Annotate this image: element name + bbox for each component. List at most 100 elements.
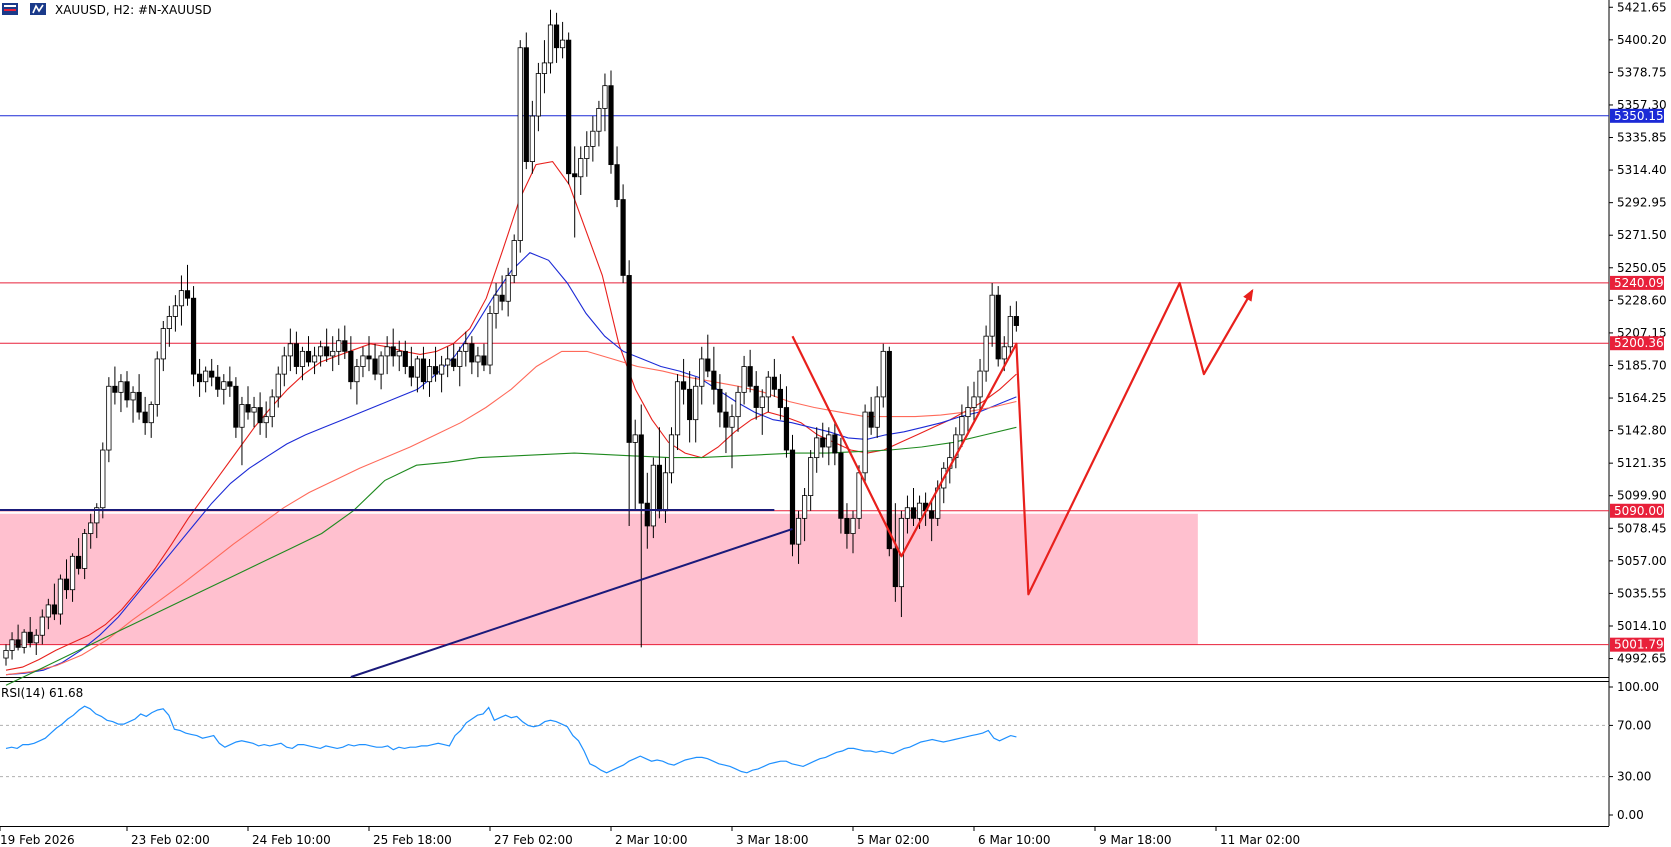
candle[interactable]: [517, 40, 523, 253]
candle[interactable]: [45, 598, 51, 630]
candle[interactable]: [765, 371, 771, 413]
candle[interactable]: [989, 283, 995, 347]
candle[interactable]: [874, 386, 880, 438]
candle[interactable]: [838, 437, 844, 534]
candle[interactable]: [620, 184, 626, 284]
candle[interactable]: [372, 343, 378, 381]
candle[interactable]: [366, 336, 372, 372]
candle[interactable]: [451, 343, 457, 372]
candle[interactable]: [523, 32, 529, 170]
symbol-icon[interactable]: [30, 3, 46, 15]
candle[interactable]: [445, 346, 451, 378]
candle[interactable]: [330, 336, 336, 372]
candle[interactable]: [880, 343, 886, 408]
candle[interactable]: [9, 632, 15, 660]
candle[interactable]: [650, 457, 656, 539]
candle[interactable]: [814, 427, 820, 473]
candle[interactable]: [1007, 305, 1013, 356]
candle[interactable]: [759, 389, 765, 435]
candle[interactable]: [76, 538, 82, 575]
candle[interactable]: [656, 427, 663, 519]
candle[interactable]: [723, 392, 729, 454]
pattern-zigzag[interactable]: [791, 281, 1254, 596]
candle[interactable]: [735, 386, 741, 432]
candle[interactable]: [160, 320, 166, 372]
candle[interactable]: [596, 100, 602, 147]
candle[interactable]: [414, 355, 421, 393]
candle[interactable]: [590, 116, 596, 162]
candle[interactable]: [299, 346, 306, 381]
candle[interactable]: [124, 371, 130, 408]
candle[interactable]: [324, 328, 330, 362]
candle[interactable]: [209, 358, 215, 387]
candle[interactable]: [729, 404, 735, 469]
candle[interactable]: [457, 346, 463, 387]
candle[interactable]: [511, 234, 517, 284]
candle[interactable]: [475, 346, 481, 378]
candle[interactable]: [317, 340, 324, 367]
candle[interactable]: [626, 260, 632, 526]
candle[interactable]: [82, 528, 88, 580]
candle[interactable]: [959, 404, 965, 447]
candle[interactable]: [239, 396, 245, 466]
candle[interactable]: [172, 295, 178, 332]
candle[interactable]: [820, 422, 826, 458]
candle[interactable]: [106, 377, 112, 463]
candle[interactable]: [868, 396, 874, 435]
candle[interactable]: [777, 374, 784, 420]
candle[interactable]: [717, 374, 723, 428]
candle[interactable]: [420, 346, 427, 390]
candle[interactable]: [378, 351, 384, 390]
candle[interactable]: [305, 336, 312, 367]
candle[interactable]: [584, 131, 590, 177]
candle[interactable]: [802, 487, 808, 542]
candle[interactable]: [995, 286, 1001, 367]
candle[interactable]: [348, 336, 354, 390]
candle[interactable]: [166, 305, 172, 347]
candle[interactable]: [21, 629, 27, 654]
candle[interactable]: [154, 351, 160, 417]
chart-type-icon[interactable]: [2, 3, 18, 15]
candle[interactable]: [263, 401, 269, 438]
trend-line[interactable]: [350, 528, 793, 678]
candle[interactable]: [184, 264, 191, 306]
candle[interactable]: [3, 644, 9, 666]
candle[interactable]: [287, 328, 293, 372]
candle[interactable]: [281, 346, 287, 387]
candle[interactable]: [747, 349, 753, 393]
candle[interactable]: [396, 340, 402, 372]
candle[interactable]: [983, 325, 989, 382]
candle[interactable]: [148, 401, 154, 438]
candle[interactable]: [245, 386, 251, 420]
candle[interactable]: [39, 609, 45, 645]
candle[interactable]: [463, 331, 469, 367]
candle[interactable]: [384, 336, 390, 375]
candle[interactable]: [408, 346, 414, 387]
candle[interactable]: [402, 340, 408, 375]
candle[interactable]: [136, 374, 142, 420]
candle[interactable]: [638, 404, 644, 648]
candle[interactable]: [63, 559, 70, 599]
candle[interactable]: [687, 371, 693, 443]
candle[interactable]: [469, 336, 475, 375]
candle[interactable]: [342, 325, 348, 359]
candle[interactable]: [142, 396, 148, 435]
candle[interactable]: [94, 503, 100, 539]
candle[interactable]: [311, 346, 318, 375]
candle[interactable]: [904, 495, 911, 534]
candle[interactable]: [100, 442, 106, 519]
candle[interactable]: [190, 286, 197, 387]
candle[interactable]: [910, 487, 917, 526]
candle[interactable]: [578, 146, 584, 195]
candle[interactable]: [808, 450, 814, 511]
candle[interactable]: [711, 346, 717, 405]
candle[interactable]: [1013, 301, 1019, 332]
candle[interactable]: [971, 381, 977, 423]
candle[interactable]: [614, 146, 620, 208]
candle[interactable]: [699, 346, 705, 405]
candle[interactable]: [269, 389, 275, 428]
candle[interactable]: [293, 331, 300, 375]
candle[interactable]: [215, 365, 221, 397]
candle[interactable]: [257, 392, 263, 435]
